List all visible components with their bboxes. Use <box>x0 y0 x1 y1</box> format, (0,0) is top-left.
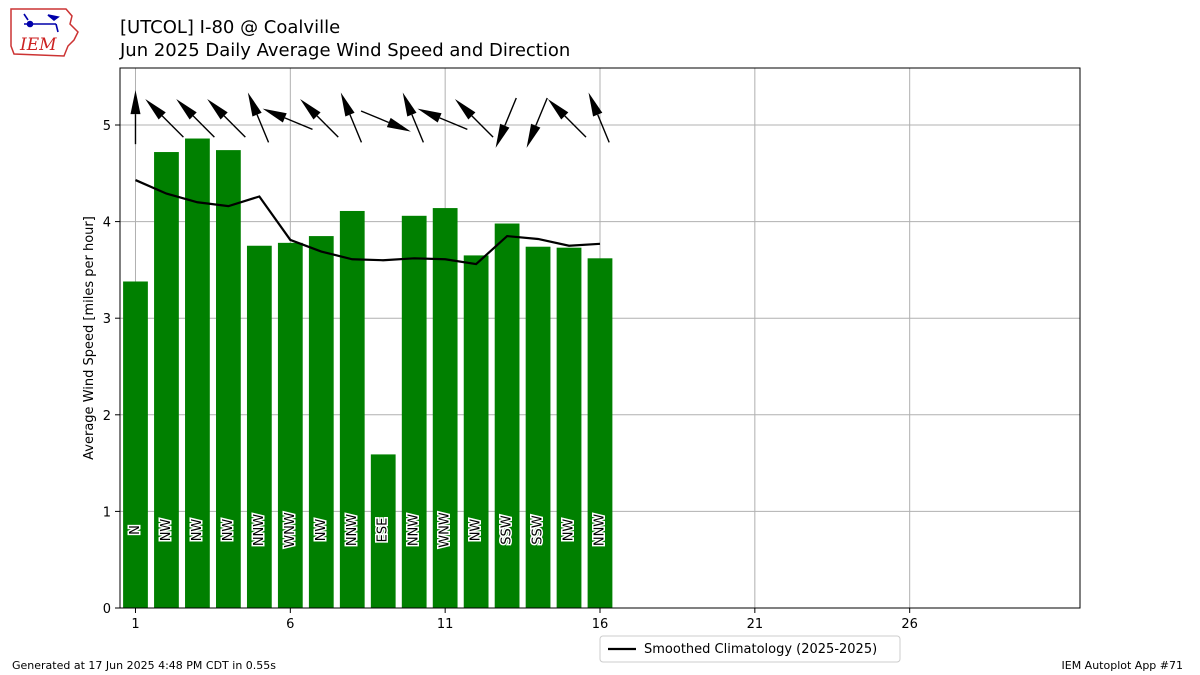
wind-arrow <box>547 98 587 138</box>
wind-arrow <box>402 92 425 143</box>
bar <box>123 281 148 608</box>
direction-label: WNW <box>283 512 298 548</box>
direction-label: NW <box>469 519 484 542</box>
bar <box>525 246 551 609</box>
bar <box>370 454 396 608</box>
direction-label: NW <box>221 519 236 542</box>
iowa-outline-shape <box>10 8 79 57</box>
wind-arrow <box>247 92 270 143</box>
generated-note: Generated at 17 Jun 2025 4:48 PM CDT in … <box>12 659 277 672</box>
bar <box>154 152 179 608</box>
direction-label: NNW <box>345 514 360 546</box>
x-tick-label: 21 <box>747 617 764 632</box>
wind-arrow <box>145 98 184 138</box>
bar <box>494 223 520 609</box>
wind-arrow <box>526 97 548 148</box>
bar <box>556 247 582 609</box>
app-credit: IEM Autoplot App #71 <box>1061 659 1184 672</box>
direction-label: NNW <box>593 514 608 546</box>
x-tick-label: 26 <box>901 617 918 632</box>
wind-arrow <box>454 98 494 138</box>
chart-subtitle: Jun 2025 Daily Average Wind Speed and Di… <box>120 40 571 61</box>
wind-arrow <box>340 92 363 143</box>
bars <box>123 138 613 609</box>
direction-label: NW <box>190 519 205 542</box>
bar <box>587 258 613 608</box>
wind-arrow <box>588 92 610 143</box>
bar <box>246 245 272 608</box>
y-tick-label: 3 <box>103 312 111 327</box>
wind-arrow <box>262 108 313 130</box>
x-tick-label: 6 <box>286 617 294 632</box>
climatology-line-layer <box>135 179 601 266</box>
direction-label: NW <box>159 519 174 542</box>
x-tick-label: 1 <box>131 617 139 632</box>
wind-arrow <box>176 98 215 138</box>
y-tick-label: 4 <box>103 216 111 231</box>
wind-arrow <box>130 90 141 145</box>
direction-label: SSW <box>500 515 515 545</box>
direction-label: SSW <box>531 515 546 545</box>
direction-label: NW <box>562 519 577 542</box>
legend-box <box>599 635 901 663</box>
bar <box>185 138 210 608</box>
direction-label: ESE <box>376 518 391 543</box>
chart-title: [UTCOL] I-80 @ Coalville <box>120 17 341 38</box>
direction-label: NW <box>314 519 329 542</box>
y-tick-label: 5 <box>103 119 111 134</box>
iem-logo: IEM <box>10 8 79 57</box>
climatology-line <box>135 179 601 266</box>
direction-label: N <box>128 525 143 535</box>
direction-label: NNW <box>252 514 267 546</box>
x-tick-label: 16 <box>592 617 609 632</box>
wind-arrow <box>300 98 339 138</box>
wind-arrow <box>417 108 468 130</box>
wind-arrow <box>360 110 411 132</box>
y-tick-label: 0 <box>103 602 111 617</box>
bar <box>463 255 489 609</box>
weather-station-icon <box>23 13 60 33</box>
bar <box>432 208 458 608</box>
bar <box>277 242 303 608</box>
logo-text: IEM <box>19 35 57 55</box>
bar <box>339 210 365 608</box>
y-tick-label: 2 <box>103 409 111 424</box>
y-axis-ticks: 0 1 2 3 4 5 <box>103 119 120 617</box>
bar <box>308 236 334 608</box>
direction-label: WNW <box>438 512 453 548</box>
y-tick-label: 1 <box>103 505 111 520</box>
bar <box>401 215 427 609</box>
bar <box>216 150 241 609</box>
wind-arrow <box>207 98 246 138</box>
wind-arrow <box>495 97 517 148</box>
x-axis-ticks: 1 6 11 16 21 26 <box>131 608 918 632</box>
direction-label: NNW <box>407 514 422 546</box>
direction-arrows <box>130 90 610 148</box>
x-tick-label: 11 <box>437 617 454 632</box>
legend: Smoothed Climatology (2025-2025) <box>599 635 901 663</box>
direction-labels: N NW NW NW NNW WNW NW NNW ESE NNW WNW NW SSW SSW NW NNW <box>126 511 609 550</box>
legend-label: Smoothed Climatology (2025-2025) <box>644 642 877 657</box>
y-axis-label: Average Wind Speed [miles per hour] <box>82 216 97 460</box>
